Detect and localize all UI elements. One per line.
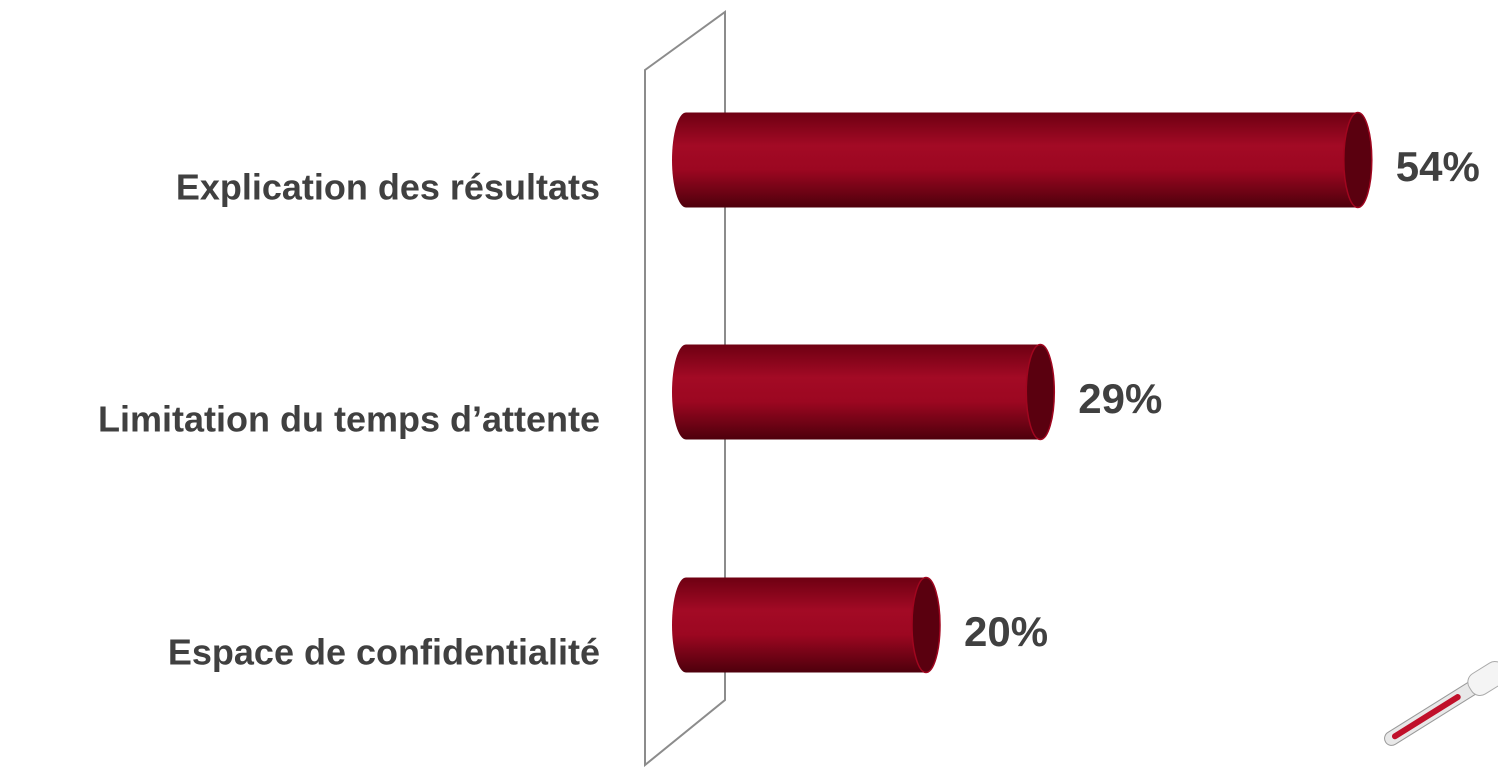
bar-cap bbox=[1025, 343, 1056, 441]
bar-body bbox=[672, 344, 1041, 440]
bar bbox=[672, 576, 941, 674]
icon-mercury bbox=[1391, 694, 1461, 740]
bar-body bbox=[672, 112, 1358, 208]
bar bbox=[672, 111, 1373, 209]
axis-wall bbox=[644, 10, 726, 767]
category-label: Espace de confidentialité bbox=[168, 632, 600, 673]
icon-cap bbox=[1467, 661, 1498, 696]
value-label: 54% bbox=[1396, 143, 1480, 190]
bar-body bbox=[672, 577, 926, 673]
category-label: Explication des résultats bbox=[176, 167, 600, 208]
category-label: Limitation du temps d’attente bbox=[98, 399, 600, 440]
bar-cap bbox=[1343, 111, 1373, 209]
bar-cap bbox=[911, 576, 941, 674]
bar bbox=[672, 343, 1056, 441]
thermometer-icon bbox=[1384, 661, 1498, 746]
value-label: 20% bbox=[964, 608, 1048, 655]
value-label: 29% bbox=[1078, 375, 1162, 422]
